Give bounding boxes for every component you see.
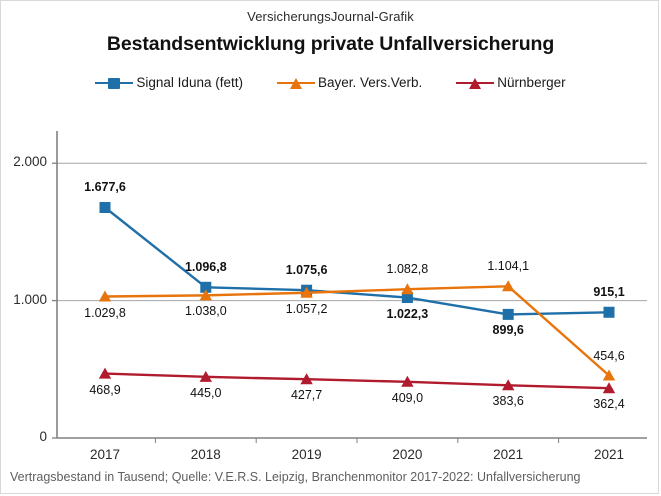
marker-0-0	[99, 201, 111, 213]
data-label-0-3: 1.022,3	[386, 306, 429, 321]
data-label-0-1: 1.096,8	[184, 260, 227, 275]
legend-label-nuernberger: Nürnberger	[497, 75, 566, 90]
marker-2-1	[199, 370, 212, 382]
x-axis-label-2: 2019	[291, 447, 322, 462]
marker-0-4	[502, 308, 514, 320]
data-label-1-2: 1.057,2	[285, 301, 328, 316]
x-axis-label-5: 2021	[593, 447, 625, 462]
marker-2-0	[98, 367, 112, 379]
legend-item-signal-iduna[interactable]: Signal Iduna (fett)	[95, 75, 243, 90]
data-label-2-2: 427,7	[290, 388, 323, 403]
y-axis-label-2000: 2.000	[13, 154, 47, 170]
legend-item-nuernberger[interactable]: Nürnberger	[456, 75, 566, 90]
series-line-2	[104, 372, 610, 390]
marker-2-3	[401, 375, 414, 387]
data-label-1-0: 1.029,8	[84, 305, 126, 320]
x-axis-label-1: 2018	[190, 447, 221, 462]
data-label-2-3: 409,0	[391, 390, 424, 405]
data-label-2-4: 383,6	[492, 394, 524, 409]
chart-title: Bestandsentwicklung private Unfallversic…	[106, 33, 555, 55]
marker-2-4	[502, 379, 515, 391]
legend-label-bayer-vers-verb: Bayer. Vers.Verb.	[317, 75, 423, 90]
legend-item-bayer-vers-verb[interactable]: Bayer. Vers.Verb.	[276, 75, 423, 90]
x-axis-label-0: 2017	[89, 447, 121, 462]
marker-0-1	[200, 281, 212, 293]
data-label-0-5: 915,1	[593, 285, 625, 300]
legend-key-nuernberger	[456, 76, 495, 90]
data-label-1-4: 1.104,1	[487, 259, 530, 274]
data-label-0-2: 1.075,6	[285, 263, 328, 278]
x-axis-label-3: 2020	[392, 447, 423, 462]
marker-1-5	[602, 369, 616, 381]
series-line-1	[104, 285, 610, 377]
data-label-1-3: 1.082,8	[386, 262, 429, 277]
data-label-2-5: 362,4	[593, 397, 625, 412]
data-label-0-4: 899,6	[492, 323, 524, 338]
marker-2-2	[300, 373, 313, 385]
y-axis-label-0: 0	[39, 429, 47, 444]
data-label-2-0: 468,9	[89, 382, 121, 397]
marker-1-1	[199, 289, 212, 301]
marker-0-5	[603, 306, 615, 318]
marker-1-0	[98, 290, 112, 302]
data-label-0-0: 1.677,6	[84, 180, 126, 195]
data-label-1-1: 1.038,0	[184, 304, 227, 319]
legend-label-signal-iduna: Signal Iduna (fett)	[136, 75, 243, 90]
footer-note: Vertragsbestand in Tausend; Quelle: V.E.…	[10, 470, 581, 484]
marker-1-2	[300, 286, 313, 298]
series-line-0	[104, 206, 610, 316]
source-line: VersicherungsJournal-Grafik	[247, 9, 414, 24]
data-label-1-5: 454,6	[593, 348, 625, 363]
chart-legend: Signal Iduna (fett) Bayer. Vers.Verb. Nü…	[1, 75, 660, 90]
data-label-2-1: 445,0	[190, 385, 222, 400]
legend-key-bayer-vers-verb	[276, 76, 315, 90]
marker-1-3	[401, 283, 414, 295]
marker-2-5	[602, 382, 616, 394]
marker-0-3	[401, 292, 413, 304]
legend-key-signal-iduna	[95, 76, 134, 90]
x-axis-label-4: 2021	[493, 447, 524, 462]
y-axis-label-1000: 1.000	[13, 291, 47, 307]
marker-1-4	[502, 280, 515, 292]
